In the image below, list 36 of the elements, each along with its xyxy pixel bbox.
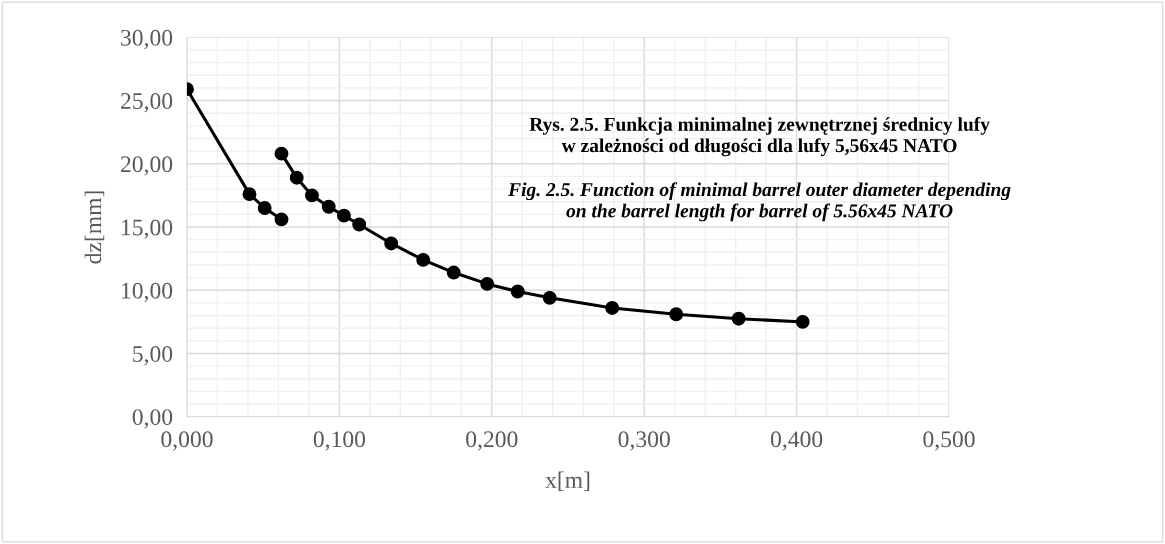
y-tick-label: 0,00 [132,409,173,429]
point [384,236,399,251]
point [605,301,620,315]
y-tick-label: 25,00 [121,93,173,113]
y-axis-title: dz[mm] [84,191,105,264]
point [274,212,289,227]
x-tick-label: 0,400 [770,431,823,451]
y-tick-label: 10,00 [122,282,173,303]
x-tick-label: 0,300 [618,431,670,451]
y-tick-label: 20,00 [121,156,173,176]
point [337,208,351,223]
x-tick-label: 0,200 [466,431,518,451]
point [446,265,461,280]
y-tick-label: 5,00 [133,345,173,366]
x-axis-title: x[m] [545,471,590,491]
point [795,314,810,329]
text: Fig. 2.5. Function of minimal barrel outer diameter depending on the barrel length for barrel of 5.56x45 NATO [508,182,1011,222]
point [416,252,431,267]
point [542,290,557,305]
point [669,307,684,322]
x-tick-label: 0,500 [923,431,975,451]
point [352,217,367,232]
point [480,276,495,291]
point [321,199,336,214]
x-tick-label: 0,100 [313,431,366,451]
point [289,170,304,185]
point [274,146,289,161]
point [305,188,319,203]
y-tick-label: 30,00 [121,29,173,50]
point [242,187,257,202]
point [510,284,525,299]
y-tick-label: 15,00 [122,219,173,239]
x-tick-label: 0,000 [161,431,213,451]
text: Rys. 2.5. Funkcja minimalnej zewnętrznej średnicy lufy w zależności od długości dla lufy 5,56x45 NATO [529,116,990,157]
point [257,201,272,215]
point [731,311,746,326]
